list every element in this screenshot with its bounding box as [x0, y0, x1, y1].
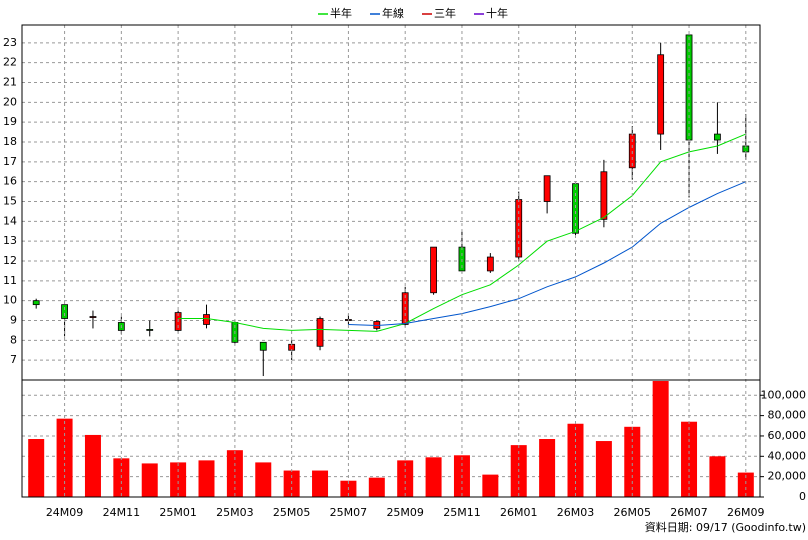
candle-body — [146, 329, 154, 331]
x-tick-label: 26M07 — [670, 506, 708, 519]
y-tick-label: 17 — [3, 155, 17, 168]
y-tick-label: 10 — [3, 294, 17, 307]
volume-bar — [624, 426, 641, 497]
volume-bar — [141, 463, 158, 497]
candle-body — [714, 133, 721, 141]
candle-body — [32, 300, 40, 306]
volume-bar — [84, 434, 101, 497]
legend-label: 三年 — [434, 6, 456, 20]
x-tick-label: 25M07 — [330, 506, 368, 519]
y-tick-label: 13 — [3, 234, 17, 247]
candle-body — [61, 304, 68, 319]
y-tick-label: 8 — [10, 333, 17, 346]
y-tick-label: 80,000 — [768, 409, 807, 422]
volume-bar — [198, 460, 215, 497]
x-tick-label: 26M03 — [557, 506, 595, 519]
x-tick-label: 25M05 — [273, 506, 311, 519]
volume-bar — [255, 462, 272, 497]
candle-body — [543, 175, 551, 202]
y-tick-label: 60,000 — [768, 429, 807, 442]
x-tick-label: 25M11 — [443, 506, 481, 519]
y-tick-label: 14 — [3, 214, 17, 227]
frame — [21, 24, 761, 498]
volume-bar — [226, 450, 243, 497]
candle-body — [657, 54, 665, 135]
x-tick-label: 25M03 — [216, 506, 254, 519]
y-tick-label: 11 — [3, 274, 17, 287]
y-tick-label: 23 — [3, 36, 17, 49]
legend-label: 半年 — [330, 6, 352, 20]
y-tick-label: 7 — [10, 353, 17, 366]
volume-bar — [482, 474, 499, 497]
y-tick-label: 20,000 — [768, 470, 807, 483]
y-tick-label: 9 — [10, 314, 17, 327]
y-tick-label: 100,000 — [761, 388, 807, 401]
y-tick-label: 19 — [3, 115, 17, 128]
candle-body — [316, 318, 324, 347]
volume-bar — [368, 477, 385, 497]
y-tick-label: 12 — [3, 254, 17, 267]
y-tick-label: 22 — [3, 56, 17, 69]
volume-bar — [170, 462, 187, 497]
x-tick-label: 26M09 — [727, 506, 765, 519]
volume-bar — [567, 423, 584, 497]
volume-bar — [539, 439, 556, 497]
x-tick-label: 24M11 — [103, 506, 141, 519]
x-tick-label: 25M09 — [386, 506, 424, 519]
y-tick-label: 21 — [3, 76, 17, 89]
footer: 資料日期: 09/17 (Goodinfo.tw) — [645, 520, 806, 534]
volume-bar — [737, 472, 754, 497]
y-tick-label: 20 — [3, 95, 17, 108]
candle-body — [203, 314, 210, 325]
candle-body — [430, 246, 437, 294]
y-tick-label: 40,000 — [768, 449, 807, 462]
volume-bar — [397, 460, 414, 497]
candle-body — [486, 256, 494, 272]
volume-bar — [312, 470, 329, 497]
y-tick-label: 18 — [3, 135, 17, 148]
x-tick-label: 24M09 — [46, 506, 84, 519]
ma-line — [178, 133, 746, 332]
x-tick-label: 25M01 — [159, 506, 197, 519]
x-tick-label: 26M05 — [614, 506, 652, 519]
volume-bar — [709, 456, 726, 497]
ma-line — [348, 181, 746, 327]
volume-bar — [595, 441, 612, 497]
y-tick-label: 16 — [3, 175, 17, 188]
volume-bar — [652, 381, 669, 497]
legend-label: 年線 — [382, 6, 404, 20]
volume-bar — [425, 457, 442, 497]
candle-body — [600, 171, 608, 220]
y-tick-label: 15 — [3, 195, 17, 208]
x-tick-label: 26M01 — [500, 506, 538, 519]
candle-body — [89, 316, 97, 318]
y-tick-label: 0 — [799, 490, 806, 503]
legend-label: 十年 — [486, 6, 508, 20]
volume-bar — [28, 439, 45, 497]
candle-body — [259, 341, 267, 351]
